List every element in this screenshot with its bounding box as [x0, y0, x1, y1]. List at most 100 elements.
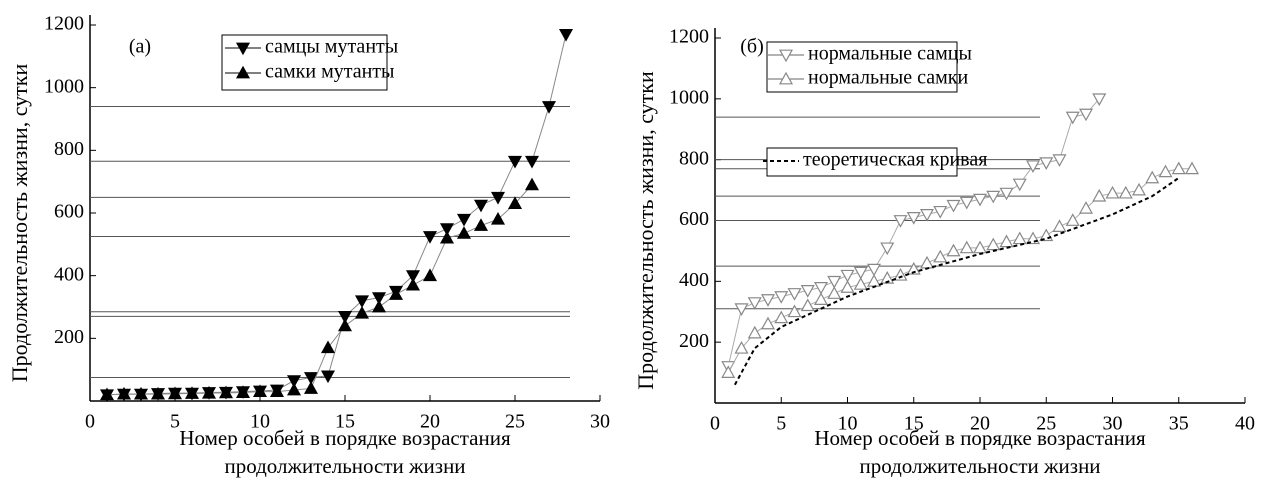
data-point	[906, 212, 921, 225]
data-point	[760, 316, 776, 330]
legend-marker	[778, 49, 794, 63]
data-point	[1158, 164, 1173, 178]
x-axis-label: Номер особей в порядке возрастания	[814, 426, 1146, 450]
x-tick-label: 30	[590, 411, 610, 433]
y-tick-label: 800	[54, 138, 84, 160]
x-tick-label: 20	[970, 413, 990, 435]
data-point	[235, 385, 251, 398]
data-point	[747, 325, 762, 339]
data-point	[999, 187, 1014, 201]
data-point	[201, 385, 217, 399]
data-point	[1131, 182, 1147, 196]
data-point	[840, 269, 855, 283]
data-point	[734, 341, 749, 354]
x-tick-label: 20	[420, 411, 440, 433]
legend-label: теоретическая кривая	[803, 149, 987, 171]
x-axis-label: Номер особей в порядке возрастания	[179, 426, 511, 450]
data-point	[1118, 185, 1133, 199]
data-point	[286, 375, 302, 388]
data-point	[371, 292, 387, 305]
legend-label: самцы мутанты	[265, 36, 398, 58]
data-point	[490, 191, 506, 205]
x-axis-label: продолжительности жизни	[224, 454, 465, 478]
data-point	[787, 304, 802, 318]
data-point	[1052, 154, 1067, 167]
x-tick-label: 30	[1103, 413, 1123, 435]
data-point	[880, 242, 895, 256]
y-tick-label: 200	[54, 326, 84, 348]
data-point	[1039, 157, 1054, 170]
x-tick-label: 0	[710, 413, 720, 435]
x-tick-label: 15	[904, 413, 924, 435]
data-point	[986, 190, 1001, 204]
data-point	[490, 212, 506, 225]
x-tick-label: 5	[776, 413, 786, 435]
y-tick-label: 200	[679, 330, 709, 352]
annotation: (б)	[740, 36, 764, 58]
series-line	[727, 168, 1192, 373]
y-tick-label: 1200	[669, 26, 709, 48]
annotation: (a)	[129, 36, 151, 58]
legend-label: нормальные самцы	[808, 43, 972, 65]
data-point	[116, 386, 132, 400]
data-point	[946, 199, 961, 213]
data-point	[919, 255, 935, 269]
data-point	[893, 215, 908, 228]
data-point	[986, 237, 1001, 251]
data-point	[1184, 161, 1200, 175]
x-tick-label: 10	[250, 411, 270, 433]
legend-marker	[235, 42, 251, 56]
data-point	[99, 387, 115, 401]
legend-marker	[778, 71, 794, 85]
data-point	[721, 365, 736, 378]
x-tick-label: 15	[335, 411, 355, 433]
data-point	[1092, 93, 1107, 107]
data-point	[827, 275, 842, 289]
data-point	[456, 226, 472, 239]
data-point	[906, 261, 921, 275]
data-point	[320, 340, 336, 354]
data-point	[1171, 161, 1186, 175]
legend-box	[221, 34, 388, 91]
data-point	[507, 196, 523, 209]
data-point	[800, 298, 815, 312]
x-tick-label: 25	[1036, 413, 1056, 435]
data-point	[473, 218, 489, 231]
data-point	[405, 270, 421, 283]
data-point	[439, 223, 455, 236]
data-point	[774, 310, 789, 324]
data-point	[1105, 185, 1120, 199]
data-point	[1078, 108, 1094, 122]
data-point	[422, 268, 438, 282]
data-point	[286, 382, 302, 396]
y-axis-label: Продолжительность жизни, сутки	[7, 64, 32, 383]
data-point	[1078, 201, 1094, 214]
data-point	[388, 287, 404, 300]
y-tick-label: 600	[54, 201, 84, 223]
data-point	[999, 234, 1014, 248]
data-point	[303, 381, 319, 394]
data-point	[827, 286, 842, 299]
data-point	[774, 291, 789, 304]
data-point	[439, 230, 455, 244]
data-point	[371, 299, 387, 313]
data-point	[541, 101, 557, 114]
y-axis-label: Продолжительность жизни, сутки	[633, 71, 658, 390]
data-point	[524, 177, 540, 191]
x-axis-label: продолжительности жизни	[859, 454, 1100, 478]
data-point	[1052, 219, 1067, 232]
data-point	[558, 29, 574, 42]
legend-label: самки мутанты	[265, 61, 394, 83]
legend-marker	[235, 65, 251, 79]
data-point	[1065, 213, 1080, 226]
data-point	[354, 306, 370, 319]
data-point	[893, 268, 908, 281]
data-point	[813, 292, 829, 305]
data-point	[959, 240, 974, 254]
y-tick-label: 1000	[669, 86, 709, 108]
data-point	[1065, 111, 1080, 125]
data-point	[747, 297, 762, 310]
data-point	[866, 263, 882, 277]
x-tick-label: 40	[1235, 413, 1255, 435]
